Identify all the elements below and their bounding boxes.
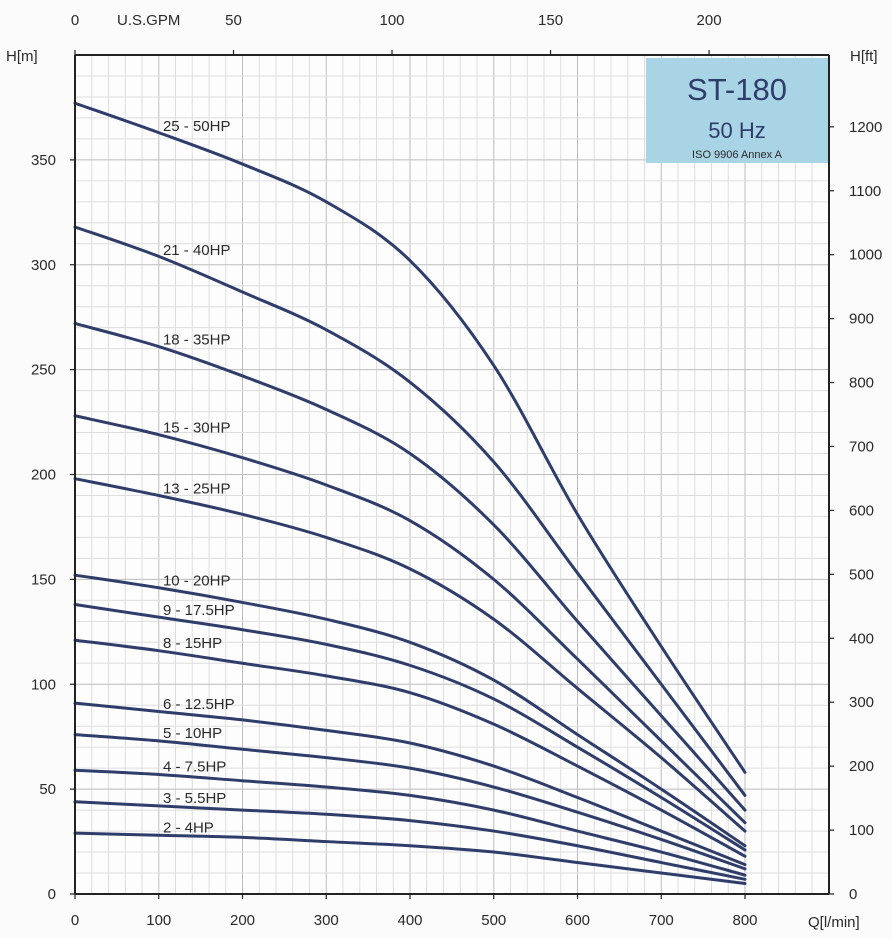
x-tick-label: 400 bbox=[397, 912, 422, 929]
y-right-tick-label: 100 bbox=[849, 822, 874, 839]
x-tick-label: 200 bbox=[230, 912, 255, 929]
series-line bbox=[73, 477, 747, 833]
y-right-tick-label: 800 bbox=[849, 375, 874, 392]
x-top-tick-label: 150 bbox=[538, 12, 563, 29]
x-tick-label: 800 bbox=[732, 912, 757, 929]
series-label: 25 - 50HP bbox=[163, 118, 231, 135]
x-axis-label: Q[l/min] bbox=[808, 914, 860, 931]
y-right-tick-label: 1200 bbox=[849, 119, 882, 136]
series-line bbox=[73, 101, 747, 774]
y-right-tick-label: 500 bbox=[849, 566, 874, 583]
y-right-tick-label: 300 bbox=[849, 694, 874, 711]
series-line bbox=[73, 603, 747, 852]
y-right-tick-label: 400 bbox=[849, 630, 874, 647]
axes-layer: H[m] H[ft] U.S.GPM Q[l/min] 0 100 200 300 40… bbox=[6, 12, 882, 931]
title-box-note: ISO 9906 Annex A bbox=[692, 149, 783, 161]
series-label: 18 - 35HP bbox=[163, 332, 231, 349]
x-tick-label: 100 bbox=[146, 912, 171, 929]
x-top-tick-label: 50 bbox=[225, 12, 242, 29]
series-line bbox=[73, 321, 747, 812]
series-label: 10 - 20HP bbox=[163, 572, 231, 589]
y-right-tick-label: 200 bbox=[849, 758, 874, 775]
title-box-subtitle: 50 Hz bbox=[708, 118, 765, 143]
y-right-axis-label: H[ft] bbox=[850, 48, 878, 65]
series-line bbox=[73, 701, 747, 867]
y-tick-label: 0 bbox=[48, 886, 56, 903]
x-tick-label: 0 bbox=[71, 912, 79, 929]
y-tick-label: 200 bbox=[31, 467, 56, 484]
series-line bbox=[73, 573, 747, 848]
series-label: 8 - 15HP bbox=[163, 635, 222, 652]
series-label: 15 - 30HP bbox=[163, 420, 231, 437]
series-line bbox=[73, 638, 747, 858]
y-tick-label: 150 bbox=[31, 571, 56, 588]
series-label: 3 - 5.5HP bbox=[163, 790, 226, 807]
series-label: 21 - 40HP bbox=[163, 242, 231, 259]
series-line bbox=[73, 733, 747, 871]
x-top-tick-label: 0 bbox=[71, 12, 79, 29]
y-right-tick-label: 700 bbox=[849, 438, 874, 455]
title-box-title: ST-180 bbox=[687, 72, 787, 107]
y-right-tick-label: 1100 bbox=[849, 183, 881, 200]
series-layer: 25 - 50HP 21 - 40HP 18 - 35HP 15 - 30HP 13 -… bbox=[73, 101, 747, 886]
title-box-background bbox=[646, 58, 828, 163]
y-right-tick-label: 1000 bbox=[849, 247, 882, 264]
series-label: 6 - 12.5HP bbox=[163, 696, 235, 713]
series-label: 4 - 7.5HP bbox=[163, 759, 226, 776]
x-tick-label: 500 bbox=[481, 912, 506, 929]
x-tick-label: 600 bbox=[565, 912, 590, 929]
x-tick-label: 300 bbox=[314, 912, 339, 929]
series-line bbox=[73, 831, 747, 886]
y-right-tick-label: 0 bbox=[849, 886, 857, 903]
y-right-tick-label: 600 bbox=[849, 502, 874, 519]
y-right-tick-label: 900 bbox=[849, 311, 874, 328]
x-top-axis-label: U.S.GPM bbox=[117, 12, 180, 29]
series-line bbox=[73, 768, 747, 877]
y-axis-label: H[m] bbox=[6, 48, 38, 65]
series-label: 9 - 17.5HP bbox=[163, 602, 235, 619]
y-tick-label: 300 bbox=[31, 257, 56, 274]
series-label: 5 - 10HP bbox=[163, 725, 222, 742]
title-box: ST-180 50 Hz ISO 9906 Annex A bbox=[646, 58, 828, 163]
y-tick-label: 50 bbox=[39, 781, 56, 798]
series-label: 2 - 4HP bbox=[163, 819, 214, 836]
y-tick-label: 100 bbox=[31, 676, 56, 693]
x-top-tick-label: 200 bbox=[697, 12, 722, 29]
series-line bbox=[73, 414, 747, 825]
y-tick-label: 350 bbox=[31, 152, 56, 169]
series-line bbox=[73, 225, 747, 797]
series-line bbox=[73, 800, 747, 881]
series-label: 13 - 25HP bbox=[163, 480, 231, 497]
x-tick-label: 700 bbox=[649, 912, 674, 929]
x-top-tick-label: 100 bbox=[380, 12, 405, 29]
y-tick-label: 250 bbox=[31, 362, 56, 379]
